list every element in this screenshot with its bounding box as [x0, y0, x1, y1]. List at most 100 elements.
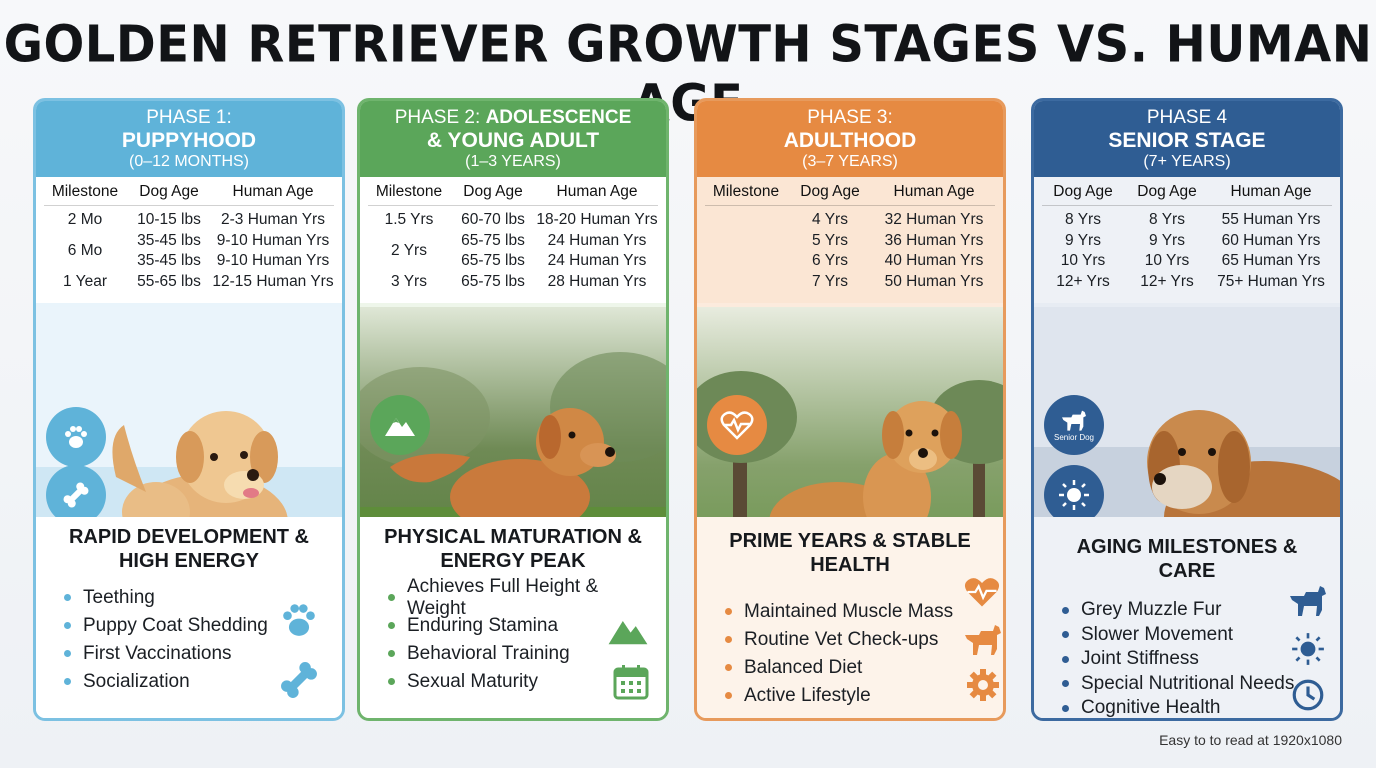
phase-2-name: & YOUNG ADULT: [426, 128, 600, 152]
heartbeat-icon: [963, 575, 1001, 614]
cell: 9 Yrs: [1065, 231, 1101, 249]
cell: 5 Yrs: [812, 231, 848, 249]
cell: 55 Human Yrs: [1221, 211, 1321, 229]
phase-1-header: PHASE 1: PUPPYHOOD (0–12 MONTHS): [36, 101, 342, 177]
mountain-icon: [370, 395, 430, 455]
col-milestone: Milestone: [712, 183, 780, 200]
phase-3-name: ADULTHOOD: [783, 128, 917, 152]
col-dog-age: Dog Age: [1053, 183, 1113, 200]
dog-icon: [1288, 581, 1328, 624]
phase-3-subtitle: PRIME YEARS & STABLE HEALTH: [729, 530, 971, 577]
cell: 10 Yrs: [1144, 252, 1190, 270]
cell: 4 Yrs: [812, 211, 848, 229]
cell: 1.5 Yrs: [384, 211, 434, 229]
table-row: 7 Yrs 50 Human Yrs: [705, 272, 995, 293]
phase-1-table: Milestone Dog Age Human Age 2 Mo 10-15 lb…: [36, 177, 342, 303]
cell: 65 Human Yrs: [1221, 252, 1321, 270]
phase-1-card: PHASE 1: PUPPYHOOD (0–12 MONTHS) Milesto…: [33, 98, 345, 721]
cell: 12+ Yrs: [1056, 272, 1110, 290]
cell: 2 Yrs: [391, 241, 427, 259]
col-dog-age: Dog Age: [139, 183, 199, 200]
footer-note: Easy to to read at 1920x1080: [1159, 732, 1342, 748]
list-item: First Vaccinations: [50, 640, 328, 668]
table-row: 3 Yrs 65-75 lbs 28 Human Yrs: [368, 272, 658, 293]
phase-2-card: PHASE 2: ADOLESCENCE & YOUNG ADULT (1–3 …: [357, 98, 669, 721]
phase-2-bullets: Achieves Full Height & Weight Enduring S…: [374, 576, 652, 696]
table-row: 10 Yrs 10 Yrs 65 Human Yrs: [1042, 251, 1332, 272]
list-item: Achieves Full Height & Weight: [374, 576, 652, 619]
phase-4-summary: AGING MILESTONES & CARE Grey Muzzle Fur …: [1034, 517, 1340, 718]
phase-4-name: SENIOR STAGE: [1108, 128, 1266, 152]
phase-3-card: PHASE 3: ADULTHOOD (3–7 YEARS) Milestone…: [694, 98, 1006, 721]
calendar-icon: [612, 663, 650, 706]
col-human-age: Human Age: [556, 183, 638, 200]
phase-4-table: Dog Age Dog Age Human Age 8 Yrs 8 Yrs 55 H…: [1034, 177, 1340, 303]
cell: 28 Human Yrs: [547, 272, 647, 290]
phase-2-label: PHASE 2:: [394, 107, 481, 128]
table-row: 4 Yrs 32 Human Yrs: [705, 210, 995, 231]
col-dog-age: Dog Age: [1137, 183, 1197, 200]
cell: 6 Yrs: [812, 252, 848, 270]
paw-icon: [276, 597, 322, 648]
phase-2-table: Milestone Dog Age Human Age 1.5 Yrs 60-70…: [360, 177, 666, 303]
bone-icon: [276, 657, 322, 708]
phase-3-range: (3–7 YEARS): [802, 152, 898, 170]
clock-icon: [1290, 677, 1326, 718]
cell: 9-10 Human Yrs: [216, 252, 330, 270]
cell: 8 Yrs: [1149, 211, 1185, 229]
cell: 7 Yrs: [812, 272, 848, 290]
paw-icon: [46, 407, 106, 467]
list-item: Slower Movement: [1048, 622, 1326, 647]
phase-2-header: PHASE 2: ADOLESCENCE & YOUNG ADULT (1–3 …: [360, 101, 666, 177]
cell: 65-75 lbs: [461, 231, 525, 249]
cell: 35-45 lbs: [137, 231, 201, 249]
phase-2-label-bold: ADOLESCENCE: [485, 107, 632, 128]
table-row: 12+ Yrs 12+ Yrs 75+ Human Yrs: [1042, 272, 1332, 293]
phase-3-bullets: Maintained Muscle Mass Routine Vet Check…: [711, 598, 989, 710]
table-row: 35-45 lbs 9-10 Human Yrs: [44, 251, 334, 272]
list-item: Active Lifestyle: [711, 682, 989, 710]
list-item: Joint Stiffness: [1048, 647, 1326, 672]
list-item: Behavioral Training: [374, 640, 652, 668]
cell: 24 Human Yrs: [547, 252, 647, 270]
cell: 2 Mo: [67, 211, 103, 229]
col-dog-age: Dog Age: [463, 183, 523, 200]
list-item: Routine Vet Check-ups: [711, 626, 989, 654]
cell: 50 Human Yrs: [884, 272, 984, 290]
phase-1-label: PHASE 1:: [146, 107, 232, 128]
phase-1-range: (0–12 MONTHS): [128, 152, 250, 170]
cell: 60 Human Yrs: [1221, 231, 1321, 249]
phase-4-subtitle: AGING MILESTONES & CARE: [1076, 536, 1298, 583]
col-human-age: Human Age: [232, 183, 314, 200]
phase-3-table: Milestone Dog Age Human Age 4 Yrs 32 Huma…: [697, 177, 1003, 303]
cell: 12-15 Human Yrs: [212, 272, 334, 290]
cell: 24 Human Yrs: [547, 231, 647, 249]
cell: 10 Yrs: [1060, 252, 1106, 270]
table-header: Milestone Dog Age Human Age: [44, 183, 334, 206]
heartbeat-icon: [707, 395, 767, 455]
cell: 18-20 Human Yrs: [536, 211, 658, 229]
table-row: 9 Yrs 9 Yrs 60 Human Yrs: [1042, 231, 1332, 252]
list-item: Sexual Maturity: [374, 668, 652, 696]
phase-1-summary: RAPID DEVELOPMENT & HIGH ENERGY Teething…: [36, 517, 342, 718]
phase-2-summary: PHYSICAL MATURATION & ENERGY PEAK Achiev…: [360, 517, 666, 718]
list-item: Grey Muzzle Fur: [1048, 598, 1326, 623]
sun-icon: [1044, 465, 1104, 525]
cell: 6 Mo: [67, 241, 103, 259]
table-row: 1.5 Yrs 60-70 lbs 18-20 Human Yrs: [368, 210, 658, 231]
list-item: Enduring Stamina: [374, 612, 652, 640]
cell: 35-45 lbs: [137, 252, 201, 270]
phase-3-summary: PRIME YEARS & STABLE HEALTH Maintained M…: [697, 517, 1003, 718]
phase-4-range: (7+ YEARS): [1143, 152, 1231, 170]
table-header: Milestone Dog Age Human Age: [368, 183, 658, 206]
col-human-age: Human Age: [1230, 183, 1312, 200]
cell: 12+ Yrs: [1140, 272, 1194, 290]
list-item: Special Nutritional Needs: [1048, 671, 1326, 696]
table-row: 65-75 lbs 24 Human Yrs: [368, 251, 658, 272]
phase-1-name: PUPPYHOOD: [121, 128, 257, 152]
list-item: Maintained Muscle Mass: [711, 598, 989, 626]
cell: 9-10 Human Yrs: [216, 231, 330, 249]
table-row: 5 Yrs 36 Human Yrs: [705, 231, 995, 252]
table-row: 8 Yrs 8 Yrs 55 Human Yrs: [1042, 210, 1332, 231]
col-human-age: Human Age: [893, 183, 975, 200]
